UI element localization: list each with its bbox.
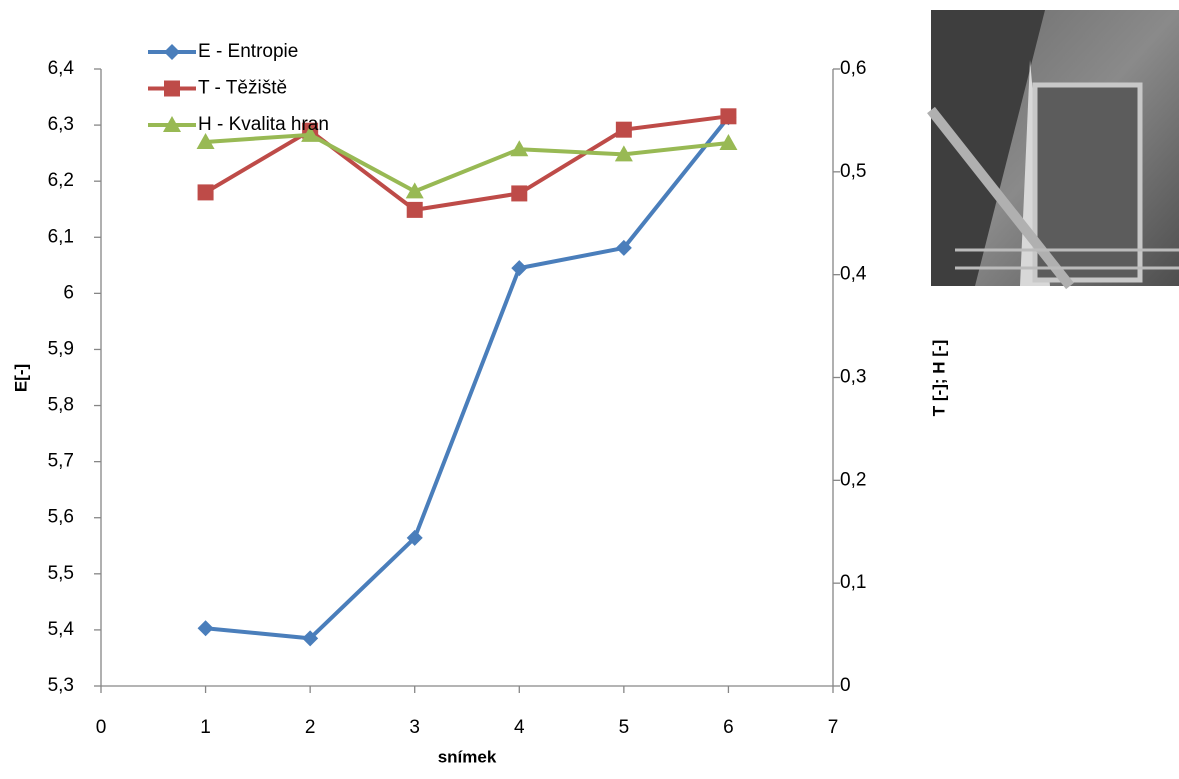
- y-tick-label: 6,3: [48, 114, 74, 135]
- marker: [302, 630, 319, 647]
- marker: [614, 145, 633, 162]
- marker: [720, 108, 737, 125]
- y-tick-label: 6,2: [48, 170, 74, 191]
- x-tick-label: 2: [305, 717, 316, 738]
- y-tick-label: 5,4: [48, 619, 75, 640]
- y2-tick-label: 0,4: [840, 264, 867, 285]
- y-tick-label: 5,7: [48, 451, 74, 472]
- photo: [927, 10, 1179, 290]
- x-tick-label: 6: [723, 717, 734, 738]
- marker: [615, 239, 632, 256]
- marker: [406, 529, 423, 546]
- x-tick-label: 0: [96, 717, 107, 738]
- marker: [197, 620, 214, 637]
- x-tick-label: 4: [514, 717, 525, 738]
- y2-axis-title: T [-]; H [-]: [929, 340, 948, 416]
- y-tick-label: 5,3: [48, 675, 74, 696]
- x-tick-label: 1: [200, 717, 211, 738]
- series-line: [205, 115, 730, 641]
- marker: [405, 182, 424, 199]
- marker: [615, 121, 632, 138]
- y-tick-label: 5,6: [48, 507, 74, 528]
- series-line: [205, 132, 729, 194]
- legend-label: T - Těžiště: [198, 78, 287, 99]
- marker: [511, 260, 528, 277]
- x-tick-label: 5: [619, 717, 630, 738]
- marker: [196, 133, 215, 150]
- plot: 0 1 2 3 4 5 6 7 5,3 5,4 5,5 5,6 5,7 5,8 5,9 6 6,1 6,2 6,3 6…: [48, 41, 867, 738]
- y2-tick-label: 0,2: [840, 469, 866, 490]
- y2-tick-label: 0,3: [840, 367, 866, 388]
- series-line: [204, 114, 729, 212]
- marker: [511, 185, 528, 202]
- marker: [301, 125, 320, 142]
- marker: [163, 116, 181, 132]
- y-tick-label: 6,1: [48, 226, 74, 247]
- marker: [719, 134, 738, 151]
- y-tick-label: 5,8: [48, 395, 74, 416]
- marker: [164, 80, 180, 97]
- y-tick-label: 6,4: [48, 58, 75, 79]
- y2-tick-label: 0,5: [840, 161, 866, 182]
- legend-item: H - Kvalita hran: [148, 114, 329, 135]
- marker: [510, 140, 529, 157]
- y-tick-label: 5,5: [48, 563, 74, 584]
- legend-label: H - Kvalita hran: [198, 114, 329, 135]
- marker: [164, 44, 180, 60]
- legend-label: E - Entropie: [198, 41, 298, 62]
- legend-item: T - Těžiště: [148, 78, 287, 99]
- y-tick-label: 6: [63, 282, 74, 303]
- x-axis-title: snímek: [438, 747, 497, 766]
- marker: [197, 184, 214, 201]
- y-tick-label: 5,9: [48, 338, 74, 359]
- y2-tick-label: 0,1: [840, 572, 866, 593]
- y2-tick-label: 0: [840, 675, 851, 696]
- x-tick-label: 3: [409, 717, 420, 738]
- y2-tick-label: 0,6: [840, 58, 866, 79]
- legend-item: E - Entropie: [148, 41, 298, 62]
- y-axis-title: E[-]: [11, 364, 30, 392]
- x-tick-label: 7: [828, 717, 839, 738]
- marker: [406, 201, 423, 218]
